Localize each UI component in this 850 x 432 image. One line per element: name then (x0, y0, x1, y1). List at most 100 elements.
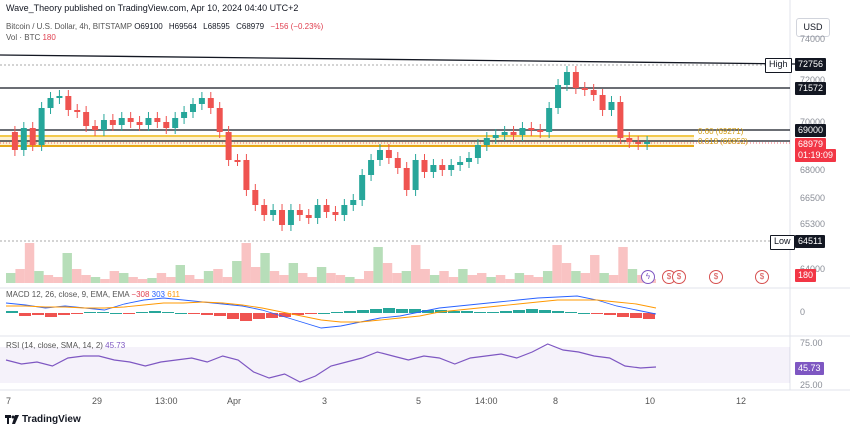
volume-bar (34, 271, 44, 283)
macd-bar (162, 312, 174, 313)
lightning-event-icon[interactable]: ϟ (641, 270, 655, 284)
candle-body (376, 150, 383, 160)
volume-bar (335, 275, 346, 283)
usd-event-icon[interactable]: $ (709, 270, 723, 284)
volume-bar (279, 275, 289, 283)
volume-bar (326, 273, 336, 283)
candle-body (572, 72, 579, 88)
volume-bar (53, 277, 63, 283)
macd-bar (344, 311, 356, 313)
macd-bar (214, 313, 226, 316)
macd-bar (513, 310, 525, 313)
volume-bar (627, 269, 638, 283)
volume-bar (411, 245, 421, 283)
time-axis-label: 5 (416, 396, 422, 406)
candle-body (20, 128, 27, 150)
macd-bar (45, 313, 57, 317)
volume-bar (194, 279, 204, 283)
macd-bar (552, 311, 564, 313)
resistance-tag: 71572 (795, 82, 827, 95)
macd-bar (500, 311, 512, 313)
candle-body (109, 120, 116, 125)
volume-bar (298, 273, 308, 283)
macd-bar (422, 310, 434, 313)
candle-body (172, 118, 179, 128)
usd-event-icon[interactable]: $ (672, 270, 686, 284)
volume-bar (599, 273, 609, 283)
volume-bar (24, 243, 35, 283)
volume-bar (128, 277, 138, 283)
candle-body (56, 96, 63, 98)
macd-line (5, 295, 657, 329)
volume-last-tag: 180 (795, 269, 817, 282)
symbol-name: Bitcoin / U.S. Dollar, 4h, BITSTAMP (6, 22, 132, 31)
volume-bar (467, 275, 478, 283)
volume-value: 180 (42, 33, 56, 42)
candle-body (216, 108, 223, 132)
candle-body (448, 165, 455, 170)
candle-body (279, 210, 286, 225)
volume-bar (156, 273, 167, 283)
candle-body (501, 132, 508, 135)
macd-bar (591, 313, 603, 314)
candle-body (92, 126, 99, 130)
trendline (0, 54, 796, 65)
volume-bar (213, 269, 223, 283)
tradingview-branding[interactable]: TradingView (5, 414, 81, 425)
volume-bar (580, 273, 591, 283)
volume-legend[interactable]: Vol · BTC 180 (6, 33, 56, 42)
macd-bar (474, 312, 486, 313)
time-axis-label: 8 (553, 396, 559, 406)
rsi-legend[interactable]: RSI (14, close, SMA, 14, 2) 45.73 (6, 341, 125, 350)
volume-bar (561, 263, 572, 283)
macd-bar (643, 313, 655, 319)
time-axis-label: 3 (322, 396, 328, 406)
candle-body (626, 138, 633, 142)
candlesticks (11, 66, 651, 231)
candle-body (29, 128, 36, 145)
symbol-legend[interactable]: Bitcoin / U.S. Dollar, 4h, BITSTAMP O691… (6, 22, 323, 31)
volume-bar (241, 243, 251, 283)
candle-body (234, 160, 241, 162)
rsi-axis-top: 75.00 (800, 338, 823, 348)
time-axis-label: 7 (6, 396, 12, 406)
volume-bar (505, 279, 515, 283)
publisher-info: Wave_Theory published on TradingView.com… (6, 3, 299, 13)
macd-bar (71, 313, 83, 314)
macd-label: MACD 12, 26, close, 9, EMA, EMA (6, 290, 130, 299)
volume-bar (260, 253, 270, 283)
volume-bar (420, 269, 430, 283)
volume-bar (552, 245, 562, 283)
candle-body (563, 72, 570, 85)
candle-body (270, 210, 277, 215)
price-axis-label: 68000 (800, 165, 826, 175)
candle-body (38, 108, 45, 145)
price-axis-label: 70000 (800, 117, 826, 127)
low-tag-label: Low (770, 235, 795, 250)
volume-bar (571, 271, 581, 283)
volume-bar (250, 267, 261, 283)
volume-bar (90, 277, 101, 283)
volume-bar (288, 263, 299, 283)
macd-legend[interactable]: MACD 12, 26, close, 9, EMA, EMA −308 303… (6, 290, 180, 299)
macd-bar (279, 313, 291, 317)
candle-body (163, 122, 170, 128)
candle-body (136, 122, 143, 125)
candle-body (528, 128, 535, 130)
currency-button[interactable]: USD (796, 18, 830, 37)
last-price-tag: 68979 (795, 138, 827, 151)
volume-bar (439, 271, 449, 283)
candle-body (74, 110, 81, 112)
macd-bar (84, 312, 96, 313)
candle-body (644, 142, 651, 144)
usd-event-icon[interactable]: $ (755, 270, 769, 284)
candle-body (189, 104, 196, 112)
macd-bar (487, 312, 499, 313)
volume-bar (392, 273, 402, 283)
macd-signal-value: 611 (167, 290, 181, 299)
countdown-tag: 01:19:09 (795, 149, 837, 162)
candle-body (261, 205, 268, 215)
signal-line (6, 299, 657, 323)
volume-bar (269, 271, 280, 283)
